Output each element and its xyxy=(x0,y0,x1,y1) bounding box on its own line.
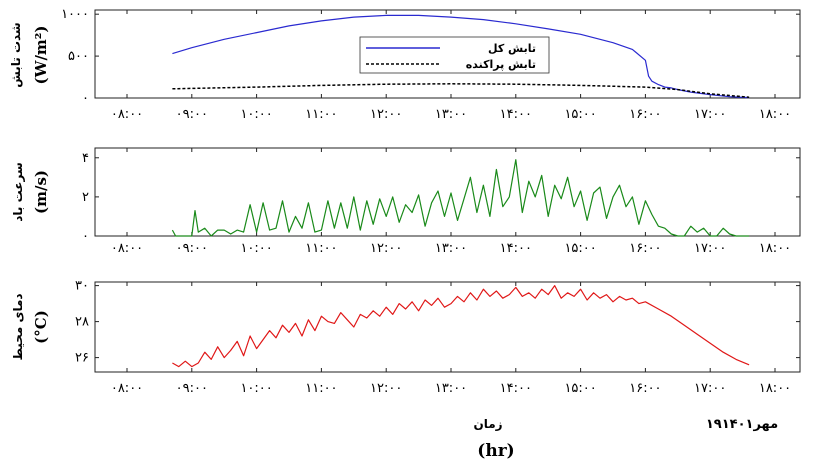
x-tick-label: ۱۵:۰۰ xyxy=(564,107,596,122)
y-axis-unit: (°C) xyxy=(32,310,50,344)
date-label: ۱۹مهر۱۴۰۱ xyxy=(706,417,778,432)
legend-label: تابش پراکنده xyxy=(466,58,536,71)
x-tick-label: ۰۸:۰۰ xyxy=(111,241,143,256)
x-tick-label: ۱۱:۰۰ xyxy=(305,381,337,396)
panel-1: ۰۸:۰۰ ۰۹:۰۰ ۱۰:۰۰ ۱۱:۰۰ ۱۲:۰۰ ۱۳:۰۰ ۱۴:۰۰ ۱۵:۰۰… xyxy=(9,7,801,122)
y-tick-label: ۰ xyxy=(82,91,89,106)
x-tick-label: ۱۱:۰۰ xyxy=(305,241,337,256)
x-tick-label: ۰۹:۰۰ xyxy=(176,381,208,396)
y-axis-label: دمای محیط xyxy=(11,293,25,360)
x-tick-label: ۱۳:۰۰ xyxy=(435,107,467,122)
x-tick-label: ۱۷:۰۰ xyxy=(694,107,726,122)
plot-frame xyxy=(94,147,801,237)
y-tick-label: ۳۰ xyxy=(75,279,89,294)
legend-box xyxy=(359,36,550,74)
x-axis-unit: (hr) xyxy=(477,441,514,461)
y-tick-label: ۱۰۰۰ xyxy=(61,7,89,22)
x-tick-label: ۰۹:۰۰ xyxy=(176,107,208,122)
x-axis-label: زمان xyxy=(473,417,502,431)
y-axis-unit: (W/m²) xyxy=(32,26,50,85)
x-tick-label: ۱۲:۰۰ xyxy=(370,107,402,122)
y-tick-label: ۲ xyxy=(82,190,89,205)
panels: ۰۸:۰۰ ۰۹:۰۰ ۱۰:۰۰ ۱۱:۰۰ ۱۲:۰۰ ۱۳:۰۰ ۱۴:۰۰ ۱۵:۰۰… xyxy=(9,7,801,396)
x-tick-label: ۱۳:۰۰ xyxy=(435,381,467,396)
x-tick-label: ۱۲:۰۰ xyxy=(370,381,402,396)
x-tick-label: ۱۱:۰۰ xyxy=(305,107,337,122)
x-tick-label: ۱۴:۰۰ xyxy=(500,107,532,122)
legend-label: تابش کل xyxy=(488,42,536,55)
plot-frame xyxy=(94,9,801,99)
y-tick-label: ۰ xyxy=(82,229,89,244)
x-tick-label: ۱۰:۰۰ xyxy=(240,381,272,396)
y-tick-label: ۵۰۰ xyxy=(68,49,89,64)
y-axis-label: شدت تابش xyxy=(9,22,23,87)
panel-2: ۰۸:۰۰ ۰۹:۰۰ ۱۰:۰۰ ۱۱:۰۰ ۱۲:۰۰ ۱۳:۰۰ ۱۴:۰۰ ۱۵:۰۰… xyxy=(11,147,801,256)
y-tick-label: ۲۶ xyxy=(75,351,89,366)
x-tick-label: ۱۶:۰۰ xyxy=(629,107,661,122)
y-axis-label: سرعت باد xyxy=(11,162,25,222)
x-tick-label: ۰۸:۰۰ xyxy=(111,107,143,122)
x-tick-label: ۱۸:۰۰ xyxy=(759,241,791,256)
x-tick-label: ۱۴:۰۰ xyxy=(500,381,532,396)
x-tick-label: ۱۵:۰۰ xyxy=(564,381,596,396)
plot-frame xyxy=(94,281,801,373)
x-tick-label: ۰۹:۰۰ xyxy=(176,241,208,256)
x-tick-label: ۱۸:۰۰ xyxy=(759,107,791,122)
y-axis-unit: (m/s) xyxy=(32,170,50,214)
y-tick-label: ۴ xyxy=(82,151,89,166)
panel-3: ۰۸:۰۰ ۰۹:۰۰ ۱۰:۰۰ ۱۱:۰۰ ۱۲:۰۰ ۱۳:۰۰ ۱۴:۰۰ ۱۵:۰۰… xyxy=(11,279,801,396)
x-tick-label: ۱۶:۰۰ xyxy=(629,381,661,396)
series-line-1 xyxy=(171,159,750,237)
series-line-2 xyxy=(172,83,750,98)
legend: تابش کل تابش پراکنده xyxy=(359,36,550,74)
x-tick-label: ۱۸:۰۰ xyxy=(759,381,791,396)
x-tick-label: ۱۴:۰۰ xyxy=(500,241,532,256)
x-tick-label: ۱۶:۰۰ xyxy=(629,241,661,256)
x-tick-label: ۰۸:۰۰ xyxy=(111,381,143,396)
x-axis-title: زمان (hr) ۱۹مهر۱۴۰۱ xyxy=(473,417,778,461)
y-tick-label: ۲۸ xyxy=(75,315,89,330)
x-tick-label: ۱۷:۰۰ xyxy=(694,381,726,396)
x-tick-label: ۱۵:۰۰ xyxy=(564,241,596,256)
series-line-1 xyxy=(172,14,750,99)
series-line-1 xyxy=(172,285,750,368)
x-tick-label: ۱۷:۰۰ xyxy=(694,241,726,256)
x-tick-label: ۱۰:۰۰ xyxy=(240,241,272,256)
x-tick-label: ۱۳:۰۰ xyxy=(435,241,467,256)
x-tick-label: ۱۰:۰۰ xyxy=(240,107,272,122)
x-tick-label: ۱۲:۰۰ xyxy=(370,241,402,256)
